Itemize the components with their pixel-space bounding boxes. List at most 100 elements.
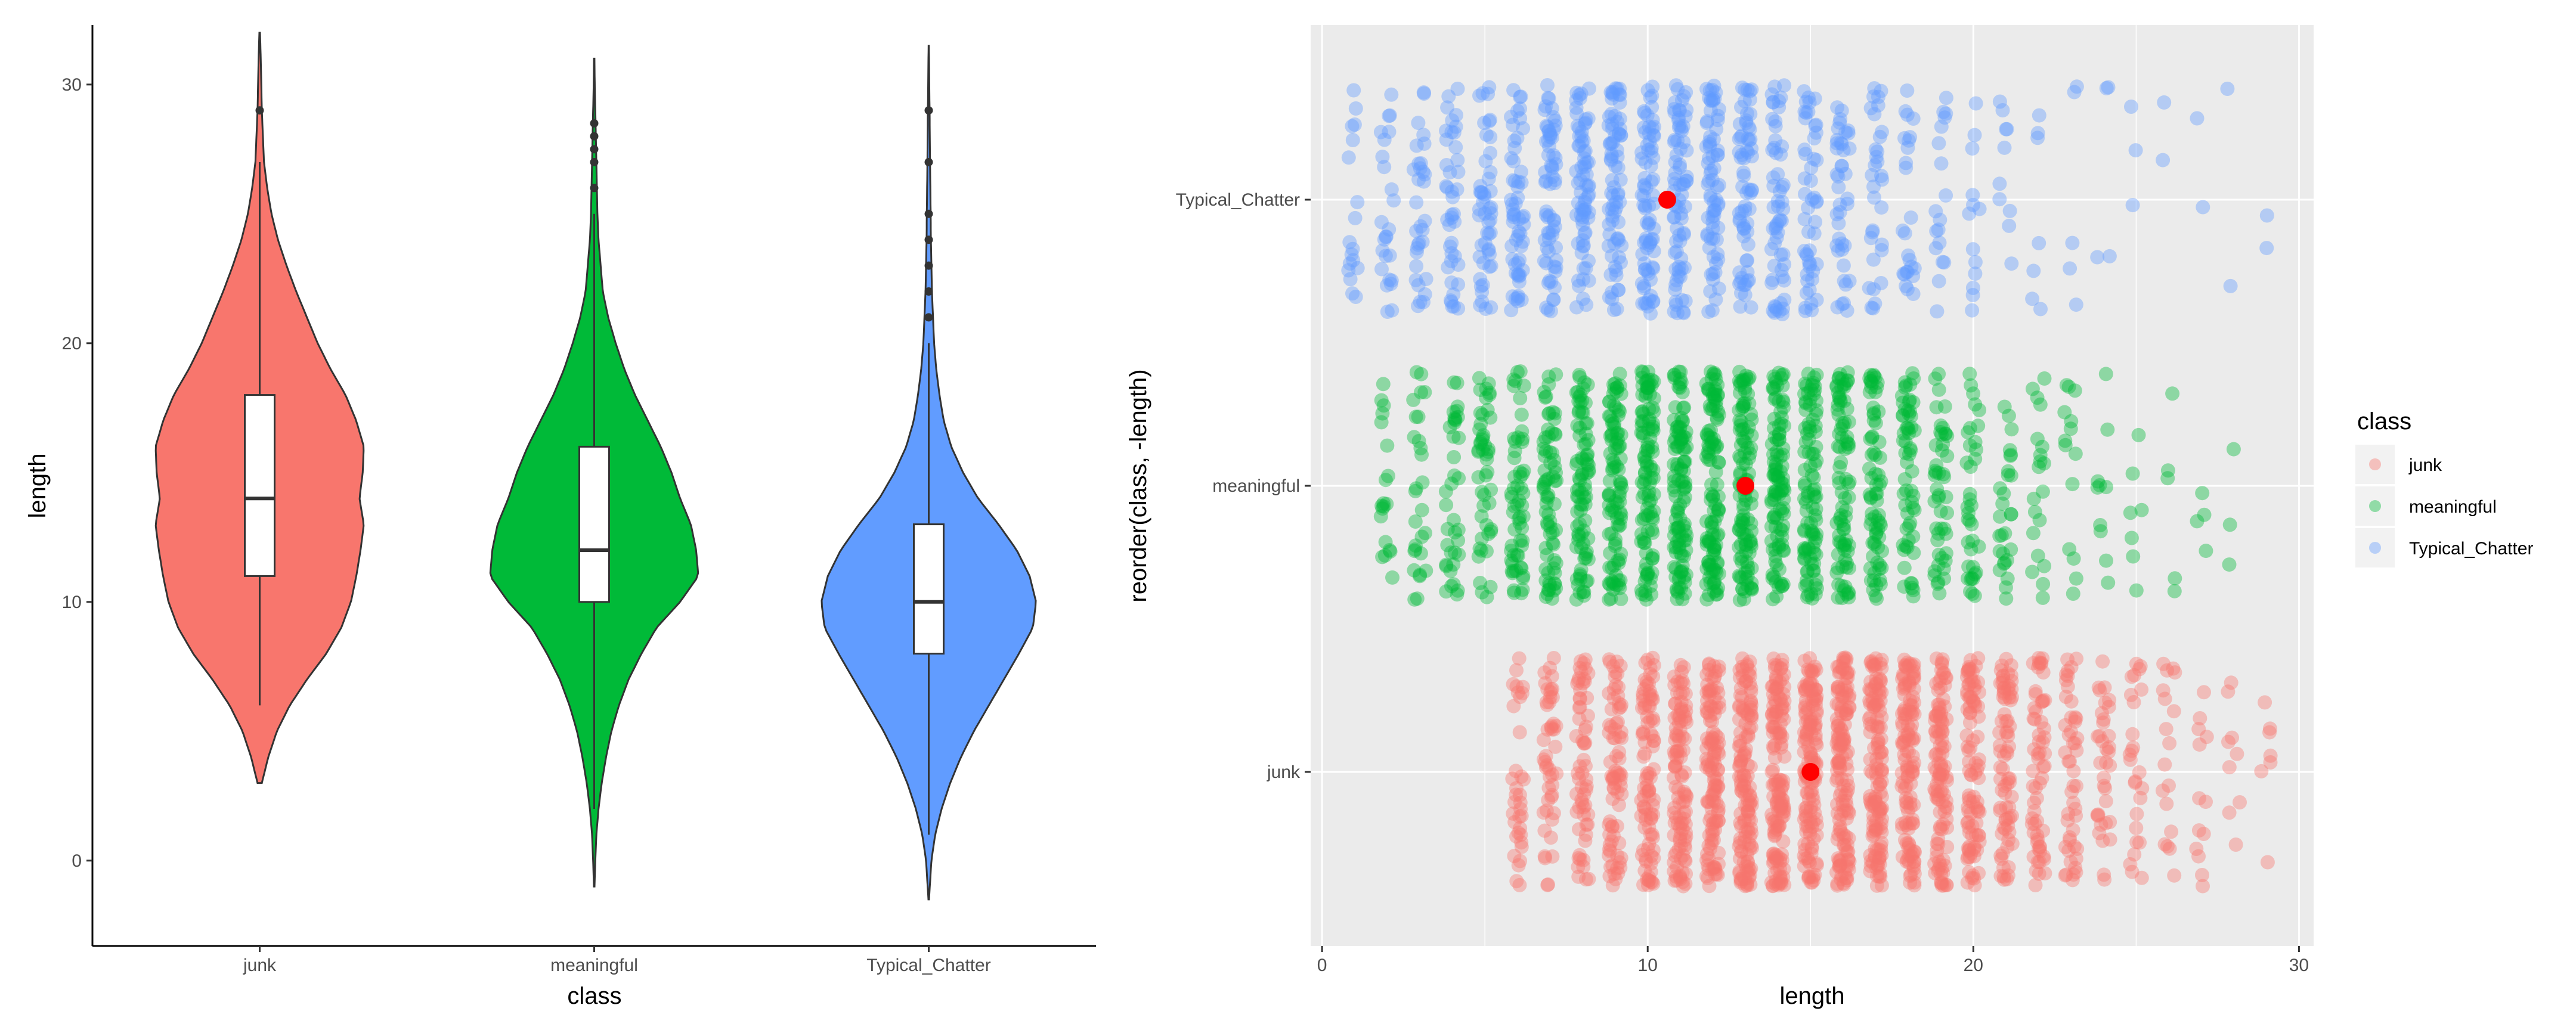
scatter-point-junk: [1738, 730, 1753, 744]
scatter-point-junk: [1544, 790, 1559, 805]
scatter-point-junk: [1708, 669, 1722, 684]
scatter-point-junk: [1769, 669, 1784, 684]
scatter-point-junk: [1798, 801, 1813, 815]
scatter-point-junk: [1798, 684, 1813, 699]
scatter-point-junk: [1765, 719, 1780, 734]
scatter-grid: [1311, 25, 2314, 946]
scatter-point-junk: [1935, 746, 1950, 761]
scatter-point-junk: [1832, 859, 1847, 874]
scatter-point-junk: [1668, 759, 1683, 774]
scatter-point-junk: [1646, 658, 1661, 672]
scatter-point-typical-chatter: [1639, 231, 1654, 246]
scatter-point-junk: [1770, 819, 1785, 834]
scatter-point-junk: [1733, 688, 1748, 703]
scatter-point-junk: [1705, 827, 1720, 842]
scatter-point-junk: [1770, 849, 1785, 864]
outlier-typical-chatter: [924, 287, 933, 296]
scatter-point-junk: [2064, 784, 2079, 799]
scatter-point-typical-chatter: [1707, 78, 1722, 93]
scatter-point-junk: [2029, 791, 2044, 805]
scatter-point-junk: [2166, 704, 2181, 719]
scatter-point-typical-chatter: [1741, 182, 1756, 197]
scatter-point-junk: [1798, 731, 1813, 746]
scatter-point-junk: [1705, 861, 1720, 876]
scatter-point-meaningful: [2033, 448, 2048, 463]
scatter-point-typical-chatter: [1384, 273, 1399, 288]
scatter-point-junk: [1639, 772, 1654, 786]
scatter-point-junk: [1545, 690, 1560, 705]
scatter-point-junk: [1642, 684, 1657, 699]
scatter-point-junk: [1641, 784, 1656, 799]
scatter-point-meaningful: [1931, 382, 1946, 397]
scatter-point-typical-chatter: [1992, 176, 2007, 191]
scatter-point-meaningful: [1570, 519, 1585, 533]
scatter-point-junk: [1634, 808, 1649, 823]
outlier-typical-chatter: [924, 106, 933, 115]
scatter-point-junk: [1744, 693, 1758, 708]
scatter-point-meaningful: [1374, 415, 1389, 430]
scatter-point-junk: [2228, 837, 2243, 852]
scatter-point-junk: [1605, 819, 1620, 834]
scatter-point-typical-chatter: [1797, 212, 1812, 227]
scatter-point-junk: [1636, 749, 1651, 764]
scatter-point-typical-chatter: [1834, 103, 1849, 118]
scatter-point-junk: [1769, 673, 1784, 688]
scatter-point-junk: [1797, 725, 1812, 740]
scatter-point-junk: [1766, 855, 1781, 870]
scatter-point-junk: [1643, 811, 1658, 826]
scatter-point-junk: [1645, 711, 1660, 725]
scatter-point-junk: [1774, 810, 1789, 825]
scatter-point-meaningful: [1602, 488, 1617, 503]
scatter-point-junk: [1711, 736, 1726, 750]
scatter-point-junk: [1700, 693, 1714, 708]
scatter-point-junk: [1767, 866, 1782, 880]
scatter-point-meaningful: [1574, 405, 1589, 420]
scatter-point-junk: [1932, 727, 1947, 742]
scatter-point-typical-chatter: [1874, 125, 1889, 139]
scatter-point-junk: [1776, 687, 1791, 702]
scatter-point-typical-chatter: [1871, 89, 1885, 104]
scatter-point-junk: [1830, 876, 1845, 891]
scatter-point-junk: [1712, 700, 1727, 715]
scatter-point-junk: [1965, 870, 1979, 885]
scatter-point-junk: [1766, 705, 1781, 719]
scatter-point-junk: [1673, 675, 1688, 690]
scatter-point-junk: [1572, 700, 1587, 715]
scatter-point-junk: [1769, 795, 1784, 810]
scatter-point-typical-chatter: [1766, 95, 1781, 110]
scatter-point-junk: [1800, 732, 1815, 747]
scatter-point-typical-chatter: [1416, 85, 1431, 100]
scatter-point-junk: [2162, 841, 2177, 856]
scatter-point-junk: [1738, 879, 1753, 894]
outlier-meaningful: [590, 145, 599, 154]
scatter-point-junk: [1776, 712, 1791, 727]
scatter-point-junk: [1832, 665, 1846, 680]
scatter-point-junk: [1802, 855, 1817, 870]
scatter-point-typical-chatter: [1771, 199, 1785, 214]
scatter-point-typical-chatter: [1416, 294, 1431, 309]
scatter-point-junk: [1671, 842, 1686, 857]
scatter-point-meaningful: [2190, 514, 2205, 529]
scatter-point-junk: [1708, 784, 1723, 799]
scatter-point-junk: [1734, 753, 1749, 768]
scatter-point-junk: [1643, 806, 1658, 821]
scatter-point-junk: [1766, 849, 1781, 864]
scatter-point-junk: [1702, 795, 1716, 809]
scatter-point-meaningful: [2004, 422, 2019, 437]
scatter-point-meaningful: [1515, 467, 1530, 482]
scatter-point-junk: [2028, 878, 2043, 892]
scatter-point-junk: [1808, 728, 1823, 742]
scatter-point-junk: [1803, 718, 1818, 733]
scatter-point-meaningful: [2062, 542, 2077, 557]
scatter-point-junk: [1776, 667, 1791, 682]
scatter-point-junk: [1606, 780, 1621, 795]
scatter-point-meaningful: [1414, 367, 1429, 381]
scatter-point-typical-chatter: [1995, 103, 2010, 117]
scatter-point-junk: [1808, 731, 1823, 746]
scatter-point-junk: [1732, 758, 1747, 773]
scatter-point-meaningful: [1414, 447, 1429, 462]
scatter-point-junk: [1673, 868, 1688, 883]
scatter-point-typical-chatter: [1965, 281, 1980, 295]
scatter-point-junk: [1543, 660, 1558, 675]
scatter-point-junk: [2099, 755, 2114, 770]
